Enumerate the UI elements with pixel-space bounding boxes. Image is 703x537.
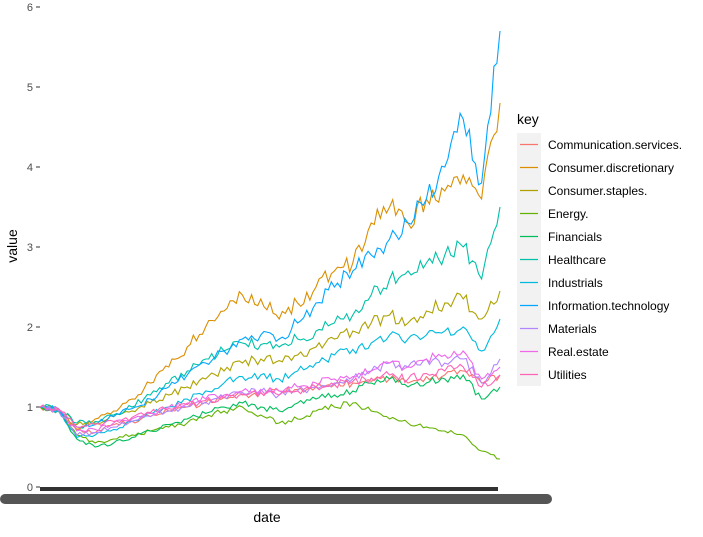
legend-label: Energy. (548, 207, 588, 221)
legend-label: Utilities (548, 368, 587, 382)
series-line-informationtechnology (39, 30, 501, 429)
legend-label: Consumer.discretionary (548, 161, 674, 175)
series-line-consumerdiscretionary (39, 102, 501, 431)
series-line-utilities (39, 363, 501, 428)
series-line-financials (39, 373, 501, 448)
horizontal-scrollbar[interactable] (0, 494, 552, 504)
y-tick-label: 5 (27, 82, 33, 94)
series-line-industrials (39, 318, 501, 439)
legend-label: Communication.services. (548, 138, 682, 152)
y-tick-label: 3 (27, 242, 33, 254)
legend-label: Healthcare (548, 253, 606, 267)
series-layer (39, 30, 501, 460)
y-tick-label: 2 (27, 322, 33, 334)
legend-label: Industrials (548, 276, 603, 290)
y-tick-label: 1 (27, 402, 33, 414)
legend-label: Materials (548, 322, 597, 336)
series-line-materials (39, 355, 501, 436)
legend-label: Consumer.staples. (548, 184, 647, 198)
x-axis-label: date (253, 509, 280, 525)
y-axis-label: value (4, 229, 20, 263)
legend-label: Real.estate (548, 345, 609, 359)
x-axis (40, 487, 498, 491)
y-tick-label: 4 (27, 162, 33, 174)
series-line-energy (39, 401, 501, 460)
x-tick-marks (40, 487, 498, 491)
legend: key Communication.services. Consumer.disc… (517, 111, 682, 386)
legend-label: Information.technology (548, 299, 669, 313)
legend-label: Financials (548, 230, 602, 244)
y-tick-label: 0 (27, 482, 33, 494)
legend-title: key (517, 111, 539, 127)
y-axis: 0 1 2 3 4 5 6 (27, 2, 40, 494)
y-tick-label: 6 (27, 2, 33, 14)
series-line-healthcare (39, 206, 501, 425)
